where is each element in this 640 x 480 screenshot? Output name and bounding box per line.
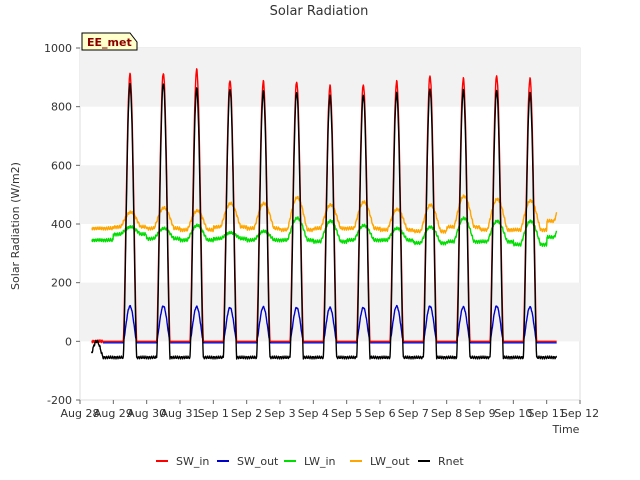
y-tick-label: -200: [47, 394, 72, 407]
legend: SW_in SW_out LW_in LW_out Rnet: [156, 455, 464, 468]
x-tick-label: Sep 5: [331, 407, 362, 420]
legend-label: SW_in: [176, 455, 209, 468]
y-axis-label: Solar Radiation (W/m2): [9, 162, 22, 290]
x-tick-label: Sep 3: [264, 407, 295, 420]
legend-label: SW_out: [237, 455, 279, 468]
legend-label: LW_out: [370, 455, 410, 468]
x-axis-label: Time: [552, 423, 580, 436]
legend-label: Rnet: [438, 455, 464, 468]
x-tick-label: Sep 9: [464, 407, 495, 420]
series-line-lw-in: [91, 216, 558, 247]
grid-band: [80, 282, 580, 342]
x-tick-label: Sep 2: [231, 407, 262, 420]
y-axis-ticks: -200 0 200 400 600 800 1000: [44, 42, 80, 407]
grid-band: [80, 165, 580, 224]
x-tick-label: Aug 29: [94, 407, 133, 420]
x-tick-label: Sep 6: [364, 407, 395, 420]
x-tick-label: Sep 11: [528, 407, 566, 420]
x-tick-label: Aug 28: [61, 407, 100, 420]
x-tick-label: Aug 30: [127, 407, 166, 420]
x-tick-label: Sep 10: [494, 407, 532, 420]
grid-bands: [80, 48, 580, 342]
x-tick-label: Sep 4: [298, 407, 329, 420]
y-tick-label: 0: [65, 335, 72, 348]
series-line-rnet: [90, 82, 558, 360]
x-tick-label: Sep 8: [431, 407, 462, 420]
y-tick-label: 800: [51, 101, 72, 114]
legend-label: LW_in: [304, 455, 336, 468]
y-tick-label: 400: [51, 218, 72, 231]
y-tick-label: 600: [51, 159, 72, 172]
badge-label: EE_met: [87, 36, 132, 49]
y-tick-label: 200: [51, 277, 72, 290]
y-tick-label: 1000: [44, 42, 72, 55]
x-tick-label: Sep 7: [398, 407, 429, 420]
x-tick-label: Aug 31: [161, 407, 200, 420]
chart-title: Solar Radiation: [270, 4, 369, 19]
x-tick-label: Sep 1: [198, 407, 229, 420]
site-badge: EE_met: [81, 32, 138, 51]
x-tick-label: Sep 12: [561, 407, 599, 420]
series-lines: [90, 68, 558, 360]
badge-shape: [81, 32, 138, 51]
series-line-lw-out: [91, 194, 558, 234]
